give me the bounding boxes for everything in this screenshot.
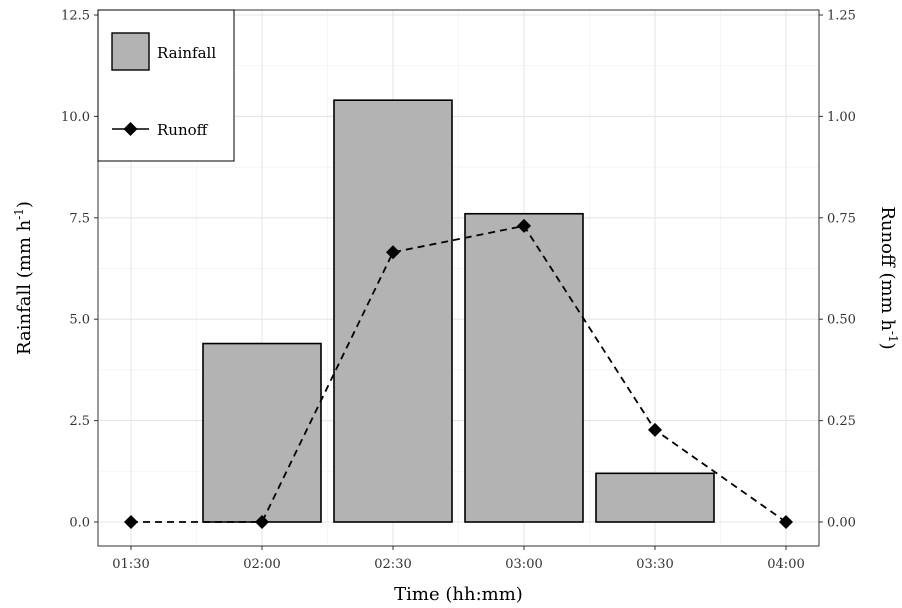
y-left-title-close: ) <box>14 201 35 208</box>
y-left-title-base: Rainfall (mm h <box>14 219 35 355</box>
y-right-title-exp: -1 <box>886 331 900 343</box>
y-right-tick-label: 0.00 <box>827 516 856 531</box>
bar-rainfall <box>333 99 453 523</box>
y-right-tick-label: 0.50 <box>827 313 856 328</box>
legend-label-runoff: Runoff <box>157 121 209 139</box>
y-right-tick-label: 1.00 <box>827 110 856 125</box>
legend-key-runoff-marker <box>123 122 138 136</box>
y-right-title-base: Runoff (mm h <box>877 206 898 331</box>
y-left-tick-label: 12.5 <box>61 9 90 24</box>
x-tick-label: 04:00 <box>767 557 804 572</box>
axes: 0.0 2.5 5.0 7.5 10.0 12.5 0.00 0.25 0.50 0.75 1.00… <box>61 9 856 573</box>
y-axis-left-title: Rainfall (mm h-1) <box>12 201 35 355</box>
x-tick-label: 02:30 <box>374 557 411 572</box>
y-axis-right-title: Runoff (mm h-1) <box>877 206 900 349</box>
bar-rainfall <box>202 342 322 523</box>
y-left-tick-label: 0.0 <box>69 516 90 531</box>
plot-panel-border <box>97 9 820 547</box>
runoff-point <box>386 245 400 260</box>
runoff-line <box>124 218 793 529</box>
runoff-point <box>648 422 662 437</box>
bar-rainfall <box>595 472 715 523</box>
y-right-title-close: ) <box>877 343 898 350</box>
runoff-point <box>779 515 793 529</box>
x-tick-label: 02:00 <box>243 557 280 572</box>
y-left-title-exp: -1 <box>12 208 26 220</box>
bar-rainfall <box>464 212 584 523</box>
y-right-tick-label: 0.75 <box>827 211 856 226</box>
runoff-point <box>124 515 138 529</box>
legend-label-rainfall: Rainfall <box>157 44 216 62</box>
y-left-tick-label: 7.5 <box>69 211 90 226</box>
runoff-point <box>517 218 531 233</box>
y-left-tick-label: 10.0 <box>61 110 90 125</box>
y-left-tick-label: 2.5 <box>69 414 90 429</box>
y-left-tick-label: 5.0 <box>69 313 90 328</box>
rainfall-bars <box>202 99 715 523</box>
runoff-series-line <box>131 224 787 523</box>
legend-key-rainfall <box>111 32 150 71</box>
runoff-point <box>255 515 269 529</box>
x-tick-label: 03:30 <box>636 557 673 572</box>
y-right-tick-label: 1.25 <box>827 9 856 24</box>
x-tick-label: 01:30 <box>112 557 149 572</box>
x-axis-title: Time (hh:mm) <box>394 584 523 605</box>
y-right-tick-label: 0.25 <box>827 414 856 429</box>
legend: Rainfall Runoff <box>97 9 235 162</box>
x-tick-label: 03:00 <box>505 557 542 572</box>
